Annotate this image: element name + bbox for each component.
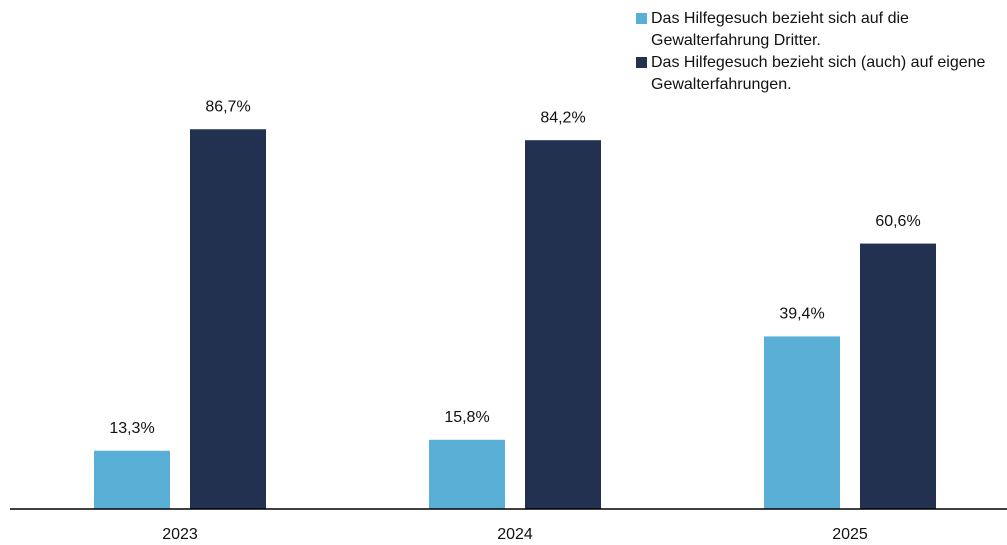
legend-label: Das Hilfegesuch bezieht sich auf die Gew… <box>651 10 909 49</box>
data-label: 39,4% <box>779 306 824 323</box>
data-label: 13,3% <box>109 420 154 437</box>
legend: Das Hilfegesuch bezieht sich auf die Gew… <box>636 8 996 96</box>
data-label: 15,8% <box>444 409 489 426</box>
data-label: 86,7% <box>205 98 250 115</box>
bar <box>764 336 840 509</box>
legend-swatch <box>636 57 647 68</box>
x-tick-label: 2023 <box>162 526 198 543</box>
x-tick-label: 2025 <box>832 526 868 543</box>
bar <box>525 140 601 510</box>
bar <box>860 243 936 509</box>
bar <box>429 439 505 509</box>
bar <box>190 129 266 509</box>
bar <box>94 450 170 509</box>
legend-swatch <box>636 13 647 24</box>
data-label: 60,6% <box>875 213 920 230</box>
data-label: 84,2% <box>540 109 585 126</box>
legend-item: Das Hilfegesuch bezieht sich auf die Gew… <box>636 8 996 52</box>
legend-label: Das Hilfegesuch bezieht sich (auch) auf … <box>651 54 986 93</box>
x-tick-label: 2024 <box>497 526 533 543</box>
legend-item: Das Hilfegesuch bezieht sich (auch) auf … <box>636 52 996 96</box>
